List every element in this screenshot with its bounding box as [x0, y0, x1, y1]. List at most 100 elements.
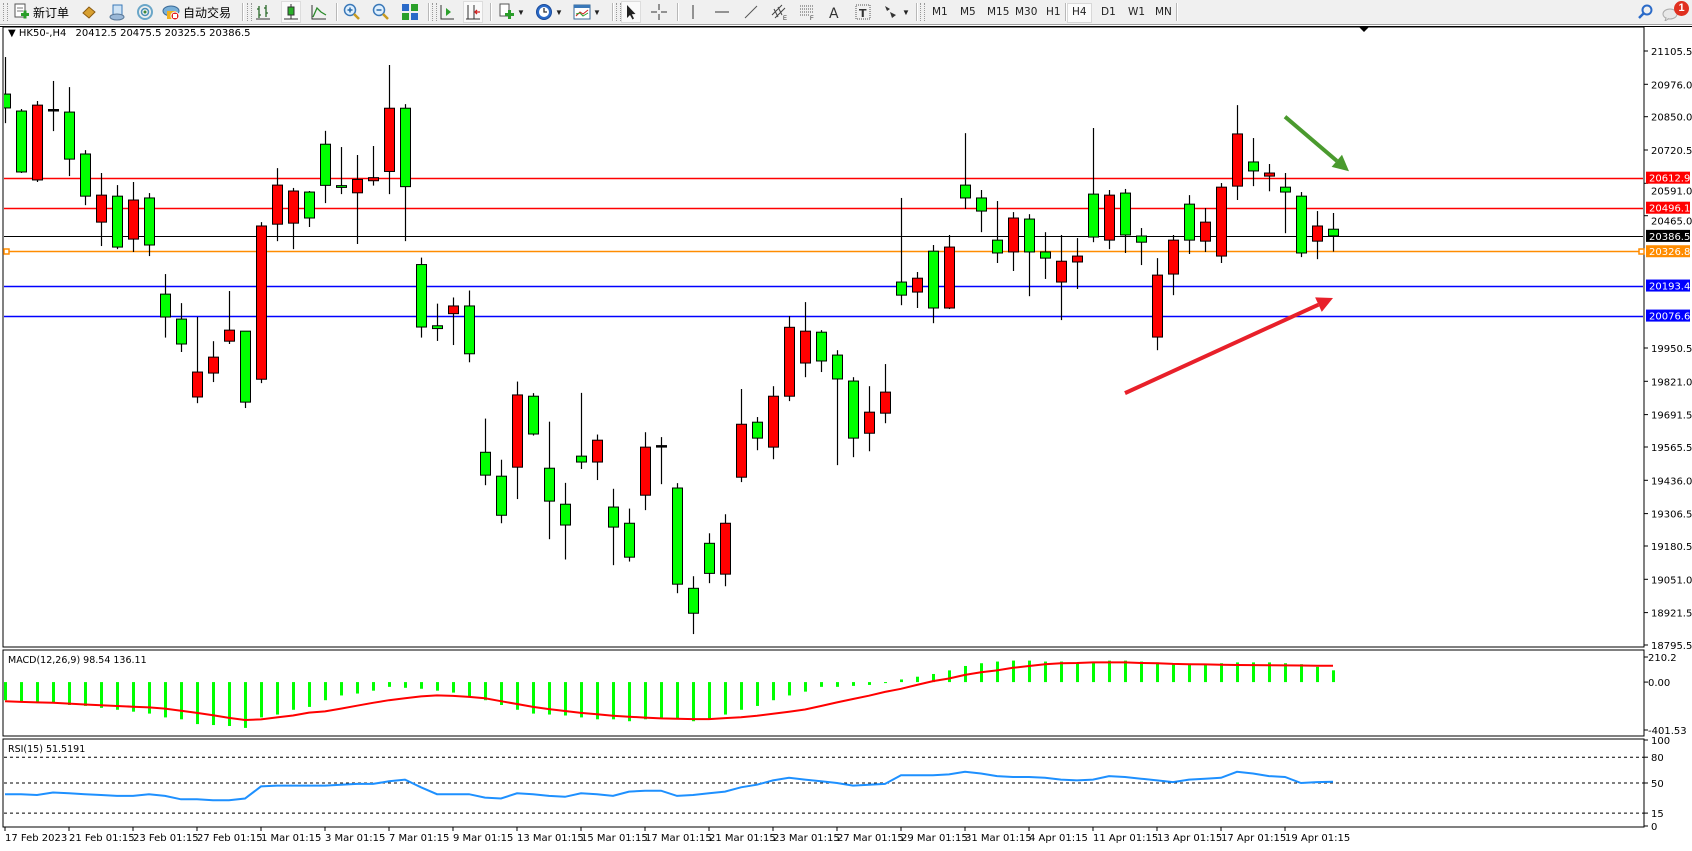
templates-button[interactable]: ▼	[573, 2, 601, 22]
cursor-icon[interactable]	[622, 3, 640, 21]
candle	[1200, 207, 1211, 252]
candle	[464, 290, 475, 363]
chevron-down-icon[interactable]: ▼	[902, 7, 910, 17]
candle-body	[1216, 186, 1227, 257]
candle	[1168, 234, 1179, 296]
price-tick-label: 19051.0	[1651, 575, 1692, 586]
candle-body	[64, 111, 75, 160]
candle	[816, 330, 827, 373]
market-watch-icon[interactable]	[80, 3, 98, 21]
macd-histogram-bar	[148, 682, 151, 714]
macd-histogram-bar	[372, 682, 375, 691]
price-tick-label: 19565.5	[1651, 443, 1692, 454]
search-icon[interactable]	[1636, 3, 1654, 21]
horizontal-line-icon[interactable]	[713, 3, 731, 21]
vertical-line-icon[interactable]	[684, 3, 702, 21]
candle	[384, 65, 395, 195]
chart-symbol: HK50-,H4	[19, 28, 66, 39]
timeframe-m30[interactable]: M30	[1015, 6, 1038, 18]
rsi-axis: 100 80 50 15 0	[1644, 736, 1670, 833]
auto-trading-button[interactable]: 自动交易	[162, 2, 231, 22]
tile-windows-icon[interactable]	[401, 3, 419, 21]
new-order-icon	[12, 3, 30, 21]
equidistant-channel-icon[interactable]: E	[770, 3, 788, 21]
candle	[768, 386, 779, 460]
rsi-tick-label: 100	[1651, 736, 1670, 747]
candle-body	[112, 195, 123, 248]
timeframe-d1[interactable]: D1	[1101, 6, 1116, 18]
crosshair-icon[interactable]	[650, 3, 668, 21]
time-tick-label: 17 Mar 01:15	[645, 833, 712, 844]
navigator-icon[interactable]	[108, 3, 126, 21]
chart-shift-icon[interactable]	[464, 3, 482, 21]
macd-histogram-bar	[1188, 664, 1191, 683]
chart-window[interactable]: 21105.5 20976.0 20850.0 20720.5 20591.0 20465…	[0, 25, 1692, 851]
candle	[208, 341, 219, 383]
auto-scroll-icon[interactable]	[438, 3, 456, 21]
chart-shift-marker-icon[interactable]	[1359, 27, 1369, 32]
candle-body	[176, 318, 187, 345]
macd-histogram-bar	[932, 673, 935, 683]
chevron-down-icon[interactable]: ▼	[517, 7, 525, 17]
macd-histogram-bar	[580, 682, 583, 718]
price-line-label: 20076.6	[1649, 312, 1690, 323]
candle-body	[1296, 195, 1307, 254]
timeframe-h1[interactable]: H1	[1046, 6, 1061, 18]
new-order-button[interactable]: 新订单	[12, 2, 69, 22]
auto-trading-icon	[162, 3, 180, 21]
candle	[1184, 195, 1195, 255]
candle-body	[800, 330, 811, 364]
toolbar: 新订单 自动交易 ▼ ▼ ▼ E F A T ▼ M1 M5 M15 M30 H…	[0, 0, 1692, 25]
time-tick-label: 11 Apr 01:15	[1093, 833, 1158, 844]
fibonacci-icon[interactable]: F	[798, 3, 816, 21]
chevron-down-icon[interactable]: ▼	[593, 7, 601, 17]
timeframe-m1[interactable]: M1	[932, 6, 948, 18]
price-tick-label: 19436.0	[1651, 476, 1692, 487]
chevron-down-icon[interactable]: ▼	[555, 7, 563, 17]
candle-body	[672, 487, 683, 585]
toolbar-grip[interactable]	[432, 3, 437, 21]
arrows-button[interactable]: ▼	[882, 2, 910, 22]
candle-body	[1264, 172, 1275, 177]
candlestick-icon[interactable]	[282, 3, 300, 21]
macd-label: MACD(12,26,9) 98.54 136.11	[8, 655, 147, 666]
macd-histogram-bar	[4, 682, 7, 701]
candle	[1296, 192, 1307, 258]
toolbar-grip[interactable]	[247, 3, 252, 21]
signals-icon[interactable]	[136, 3, 154, 21]
zoom-out-icon[interactable]	[372, 3, 390, 21]
candle-doji	[656, 445, 667, 448]
text-icon[interactable]: A	[826, 3, 844, 21]
candle-body	[1072, 255, 1083, 263]
timeframe-mn[interactable]: MN	[1155, 6, 1172, 18]
timeframe-h4[interactable]: H4	[1067, 3, 1092, 23]
zoom-in-icon[interactable]	[343, 3, 361, 21]
candle-doji	[48, 109, 59, 112]
time-tick-label: 3 Mar 01:15	[325, 833, 385, 844]
toolbar-grip[interactable]	[616, 3, 621, 21]
collapse-triangle-icon[interactable]: ▼	[8, 28, 19, 39]
toolbar-grip[interactable]	[3, 3, 8, 21]
indicators-button[interactable]: ▼	[497, 2, 525, 22]
chart-header: ▼ HK50-,H4 20412.5 20475.5 20325.5 20386…	[8, 28, 251, 39]
candle	[944, 234, 955, 310]
candle	[512, 381, 523, 500]
candle	[80, 150, 91, 206]
separator	[612, 3, 614, 21]
trendline-icon[interactable]	[742, 3, 760, 21]
timeframe-w1[interactable]: W1	[1128, 6, 1146, 18]
rsi-tick-label: 50	[1651, 779, 1664, 790]
candle-body	[1136, 235, 1147, 243]
candle-body	[992, 239, 1003, 254]
periods-button[interactable]: ▼	[535, 2, 563, 22]
candle	[976, 189, 987, 233]
bar-chart-icon[interactable]	[254, 3, 272, 21]
time-tick-label: 17 Feb 2023	[5, 833, 67, 844]
timeframe-m5[interactable]: M5	[960, 6, 976, 18]
timeframe-m15[interactable]: M15	[987, 6, 1010, 18]
line-chart-icon[interactable]	[310, 3, 328, 21]
toolbar-grip[interactable]	[920, 3, 925, 21]
text-label-icon[interactable]: T	[854, 3, 872, 21]
price-axis[interactable]: 21105.5 20976.0 20850.0 20720.5 20591.0 20465…	[1644, 47, 1692, 652]
time-tick-label: 13 Apr 01:15	[1157, 833, 1222, 844]
